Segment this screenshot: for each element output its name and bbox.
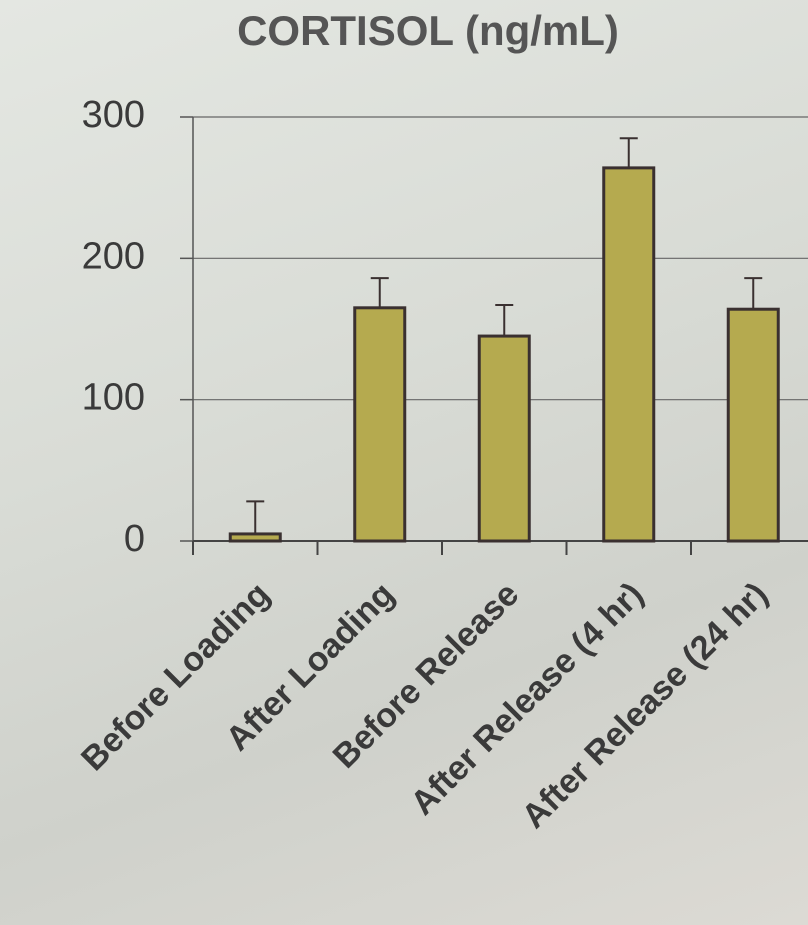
bar [353, 306, 407, 543]
bar [726, 307, 780, 543]
y-tick-label: 200 [82, 235, 145, 277]
y-tick-label: 0 [124, 518, 145, 560]
bar [228, 532, 282, 543]
bar [477, 334, 531, 543]
bar [602, 166, 656, 543]
y-tick-label: 300 [82, 94, 145, 136]
y-tick-label: 100 [82, 377, 145, 419]
chart-title: CORTISOL (ng/mL) [237, 7, 619, 54]
x-tick-label: After Release (4 hr) [403, 575, 650, 822]
x-tick-label: After Release (24 hr) [515, 575, 776, 836]
